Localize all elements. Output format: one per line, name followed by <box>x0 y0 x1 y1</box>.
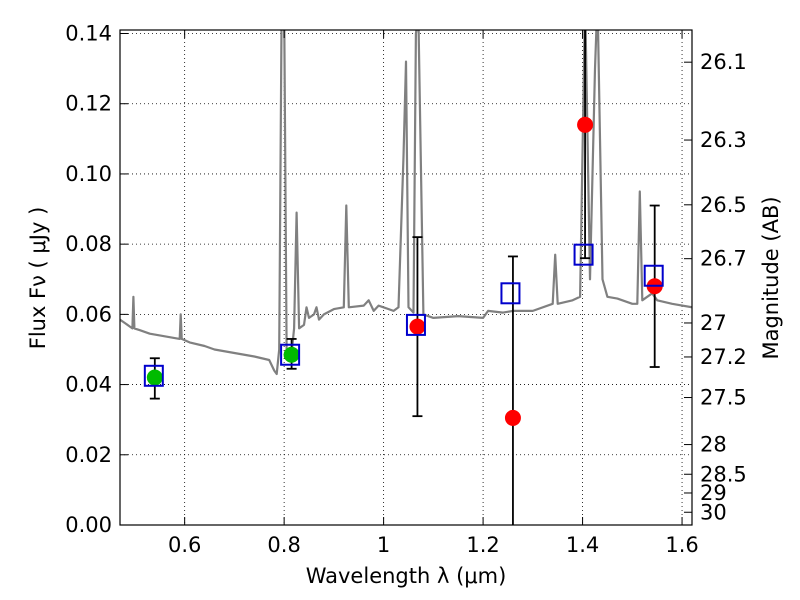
hst-obs-point <box>504 409 521 426</box>
y-tick-label: 0.06 <box>65 302 112 326</box>
y-tick-label: 0.10 <box>65 162 112 186</box>
mag-tick-label: 29 <box>700 481 727 505</box>
x-axis-title: Wavelength λ (μm) <box>306 564 507 588</box>
plot-series <box>120 30 692 525</box>
mag-tick-label: 26.5 <box>700 193 747 217</box>
model-phot-square <box>405 313 426 336</box>
model-phot-square <box>573 243 594 266</box>
model-phot-square <box>643 264 664 287</box>
mag-tick-label: 26.1 <box>700 50 747 74</box>
model-spectrum-line <box>120 30 692 376</box>
x-tick-label: 1.6 <box>665 533 698 557</box>
mag-tick-label: 27.2 <box>700 345 747 369</box>
y-axis-title: Flux Fν ( μJy ) <box>26 207 50 350</box>
y-tick-label: 0.00 <box>65 513 112 537</box>
mag-tick-label: 26.3 <box>700 128 747 152</box>
y-tick-label: 0.04 <box>65 373 112 397</box>
mag-tick-label: 27 <box>700 311 727 335</box>
ground-obs-point <box>283 346 300 363</box>
hst-obs-point <box>577 116 594 133</box>
mag-tick-label: 28.5 <box>700 462 747 486</box>
y-tick-label: 0.14 <box>65 22 112 46</box>
x-tick-label: 0.6 <box>168 533 201 557</box>
y2-axis-title: Magnitude (AB) <box>759 196 783 359</box>
plot-frame <box>119 29 693 526</box>
x-tick-label: 1 <box>377 533 390 557</box>
mag-tick-label: 30 <box>700 500 727 524</box>
y-tick-label: 0.02 <box>65 443 112 467</box>
x-tick-label: 1.2 <box>466 533 499 557</box>
mag-tick-label: 28 <box>700 433 727 457</box>
model-phot-square <box>500 282 521 305</box>
x-tick-label: 1.4 <box>566 533 599 557</box>
hst-obs-point <box>409 318 426 335</box>
model-phot-square <box>143 364 164 387</box>
mag-tick-label: 26.7 <box>700 247 747 271</box>
model-phot-square <box>280 343 301 366</box>
y-tick-label: 0.12 <box>65 92 112 116</box>
axis-ticks: 0.6 0.8 1 1.2 1.4 1.6 0.00 0.02 0.04 0.06 0.08 0.10… <box>65 22 747 557</box>
mag-tick-label: 27.5 <box>700 386 747 410</box>
y-tick-label: 0.08 <box>65 232 112 256</box>
x-tick-label: 0.8 <box>267 533 300 557</box>
ground-obs-point <box>146 369 163 386</box>
